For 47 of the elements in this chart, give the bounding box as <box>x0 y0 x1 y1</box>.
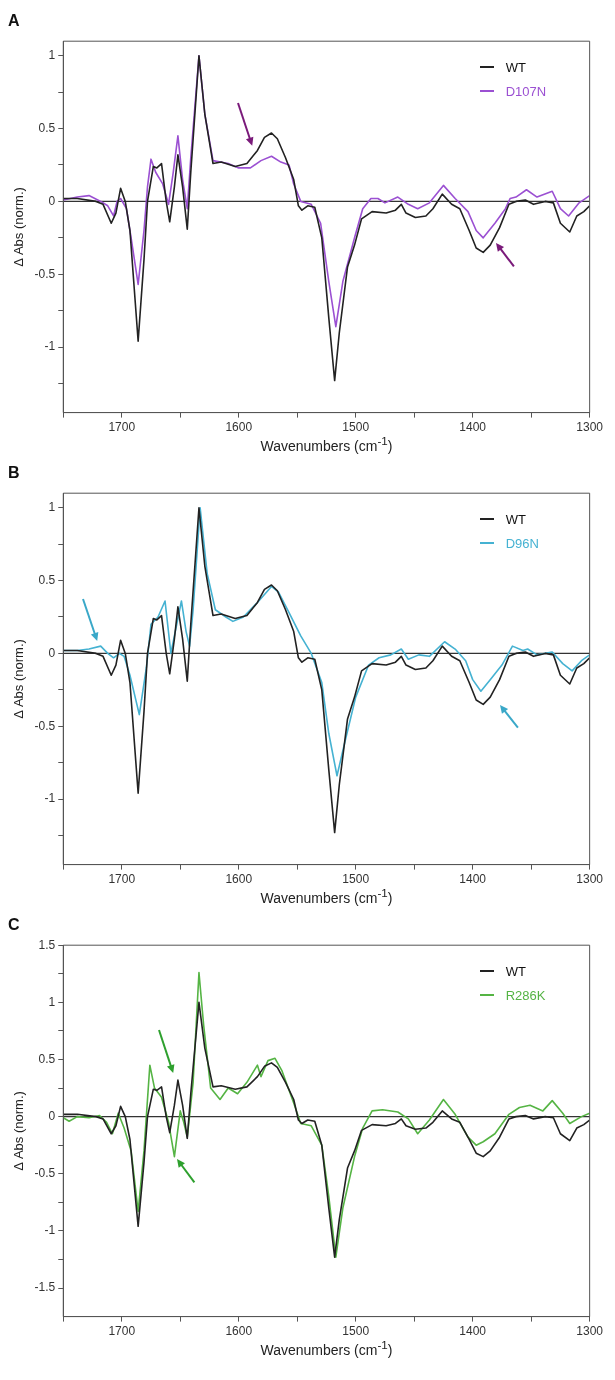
y-tick-label: -0.5 <box>34 266 56 281</box>
y-tick-label: -1 <box>44 791 56 806</box>
legend-label: D96N <box>505 535 539 551</box>
x-tick-label: 1600 <box>225 1324 253 1339</box>
x-tick-label: 1500 <box>342 872 370 887</box>
y-axis-title: Δ Abs (norm.) <box>11 639 27 719</box>
y-tick-label: 0 <box>48 645 56 660</box>
x-tick-label: 1500 <box>342 1324 370 1339</box>
y-axis-title: Δ Abs (norm.) <box>11 187 27 267</box>
y-tick-label: -0.5 <box>34 718 56 733</box>
x-tick-label: 1600 <box>225 872 253 887</box>
y-tick-label: 0 <box>48 1108 56 1123</box>
y-tick-label: 0.5 <box>38 1051 56 1066</box>
x-tick-label: 1700 <box>108 1324 136 1339</box>
legend-label: WT <box>505 59 526 75</box>
x-tick-label: 1400 <box>459 1324 487 1339</box>
x-tick-label: 1500 <box>342 420 370 435</box>
x-axis-title: Wavenumbers (cm$^{-1}$) <box>259 886 394 906</box>
x-tick-label: 1700 <box>108 420 136 435</box>
y-tick-label: 1 <box>48 994 56 1009</box>
x-axis-title: Wavenumbers (cm$^{-1}$) <box>259 1338 394 1358</box>
x-tick-label: 1700 <box>108 872 136 887</box>
y-tick-label: -1.5 <box>34 1280 56 1295</box>
y-tick-label: -1 <box>44 339 56 354</box>
legend-label: WT <box>505 511 526 527</box>
chart-title: C <box>8 916 20 934</box>
legend-label: D107N <box>505 83 547 99</box>
x-tick-label: 1300 <box>576 420 604 435</box>
y-tick-label: -1 <box>44 1223 56 1238</box>
y-tick-label: 1 <box>48 48 56 63</box>
x-tick-label: 1300 <box>576 872 604 887</box>
x-tick-label: 1400 <box>459 872 487 887</box>
x-tick-label: 1300 <box>576 1324 604 1339</box>
y-tick-label: 0 <box>48 193 56 208</box>
y-tick-label: -0.5 <box>34 1166 56 1181</box>
x-tick-label: 1600 <box>225 420 253 435</box>
y-tick-label: 1.5 <box>38 937 56 952</box>
y-axis-title: Δ Abs (norm.) <box>11 1091 27 1171</box>
y-tick-label: 1 <box>48 500 56 515</box>
y-tick-label: 0.5 <box>38 572 56 587</box>
x-axis-title: Wavenumbers (cm$^{-1}$) <box>259 434 394 454</box>
legend-label: R286K <box>505 987 546 1003</box>
chart-title: B <box>8 464 20 482</box>
x-tick-label: 1400 <box>459 420 487 435</box>
legend-label: WT <box>505 963 526 979</box>
y-tick-label: 0.5 <box>38 120 56 135</box>
chart-title: A <box>8 12 20 30</box>
